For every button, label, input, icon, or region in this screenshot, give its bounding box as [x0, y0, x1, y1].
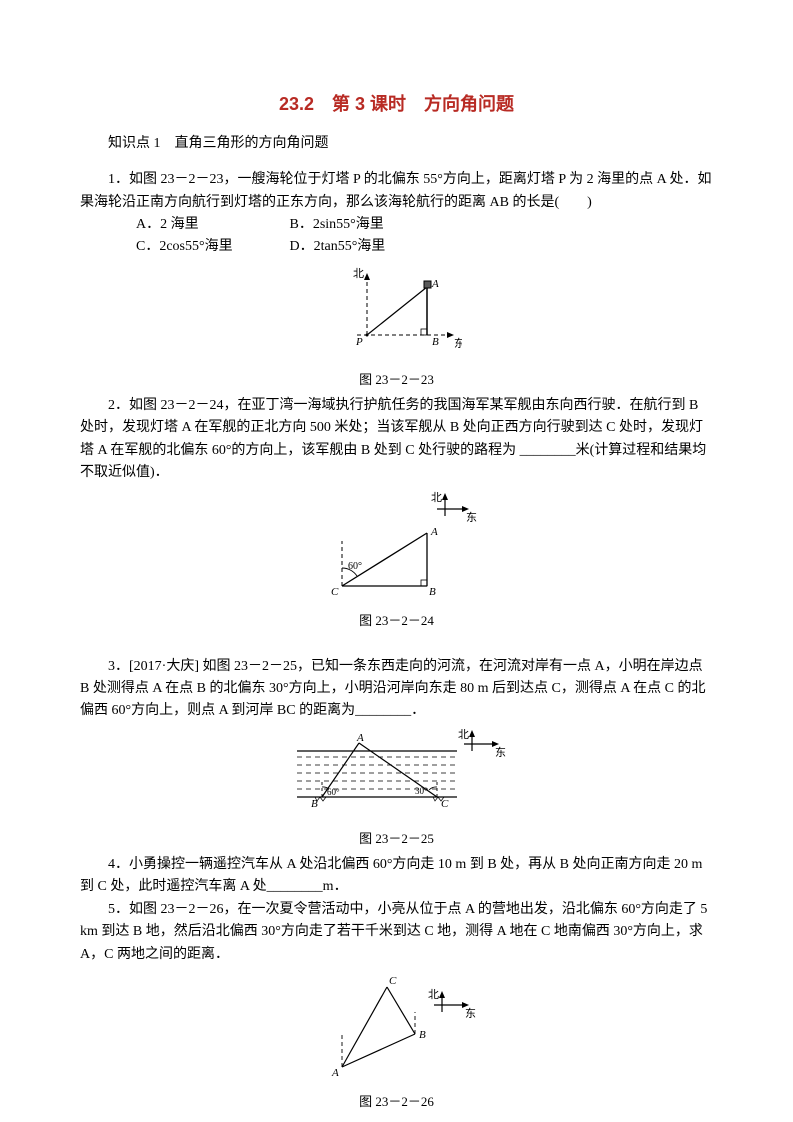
lesson-title: 23.2 第 3 课时 方向角问题: [80, 90, 713, 119]
q1-optD: D．2tan55°海里: [290, 236, 420, 258]
fig4-caption: 图 23－2－26: [80, 1092, 713, 1113]
fig1-B: B: [432, 336, 439, 348]
q1-optA: A．2 海里: [136, 214, 266, 236]
fig3-B: B: [311, 798, 318, 810]
fig1-caption: 图 23－2－23: [80, 370, 713, 391]
figure-23-2-24: 北 东 60° A B C: [80, 491, 713, 609]
q4-text: 4．小勇操控一辆遥控汽车从 A 处沿北偏西 60°方向走 10 m 到 B 处，…: [80, 854, 713, 899]
fig2-A: A: [430, 526, 438, 538]
figure-23-2-23: 北 东 A B P: [80, 265, 713, 368]
fig3-ang1: 60°: [327, 787, 340, 797]
fig4-north: 北: [428, 988, 439, 1001]
fig3-svg: 北 东 60° 30° A B C: [287, 729, 507, 819]
q3-text: 3．[2017·大庆] 如图 23－2－25，已知一条东西走向的河流，在河流对岸…: [80, 656, 713, 723]
fig1-P: P: [355, 336, 363, 348]
page: 23.2 第 3 课时 方向角问题 知识点 1 直角三角形的方向角问题 1．如图…: [0, 0, 793, 1122]
knowledge-point-label: 知识点 1 直角三角形的方向角问题: [80, 133, 713, 155]
fig4-B: B: [419, 1029, 426, 1041]
q2-text: 2．如图 23－2－24，在亚丁湾一海域执行护航任务的我国海军某军舰由东向西行驶…: [80, 395, 713, 485]
fig4-C: C: [389, 975, 397, 987]
q1-optC: C．2cos55°海里: [136, 236, 266, 258]
north-label: 北: [353, 267, 364, 280]
fig2-caption: 图 23－2－24: [80, 611, 713, 632]
fig2-angle: 60°: [348, 561, 362, 572]
fig3-east: 东: [495, 746, 506, 759]
q5-text: 5．如图 23－2－26，在一次夏令营活动中，小亮从位于点 A 的营地出发，沿北…: [80, 899, 713, 966]
fig3-ang2: 30°: [415, 786, 428, 796]
fig2-svg: 北 东 60° A B C: [317, 491, 477, 601]
fig3-A: A: [356, 732, 364, 744]
fig4-A: A: [331, 1067, 339, 1079]
q1-text: 1．如图 23－2－23，一艘海轮位于灯塔 P 的北偏东 55°方向上，距离灯塔…: [80, 169, 713, 214]
q1-optB: B．2sin55°海里: [290, 214, 420, 236]
fig3-caption: 图 23－2－25: [80, 829, 713, 850]
fig4-svg: 北 东 A B C: [317, 972, 477, 1082]
fig2-east: 东: [466, 511, 477, 524]
spacer: [80, 636, 713, 656]
fig1-A: A: [431, 278, 439, 290]
fig1-svg: 北 东 A B P: [332, 265, 462, 360]
figure-23-2-26: 北 东 A B C: [80, 972, 713, 1090]
east-label: 东: [454, 337, 462, 350]
fig3-north: 北: [458, 729, 469, 741]
q1-options: A．2 海里 B．2sin55°海里 C．2cos55°海里 D．2tan55°…: [136, 214, 713, 259]
figure-23-2-25: 北 东 60° 30° A B C: [80, 729, 713, 827]
fig4-east: 东: [465, 1007, 476, 1020]
fig2-north: 北: [431, 491, 442, 504]
fig2-B: B: [429, 586, 436, 598]
fig2-C: C: [331, 586, 339, 598]
